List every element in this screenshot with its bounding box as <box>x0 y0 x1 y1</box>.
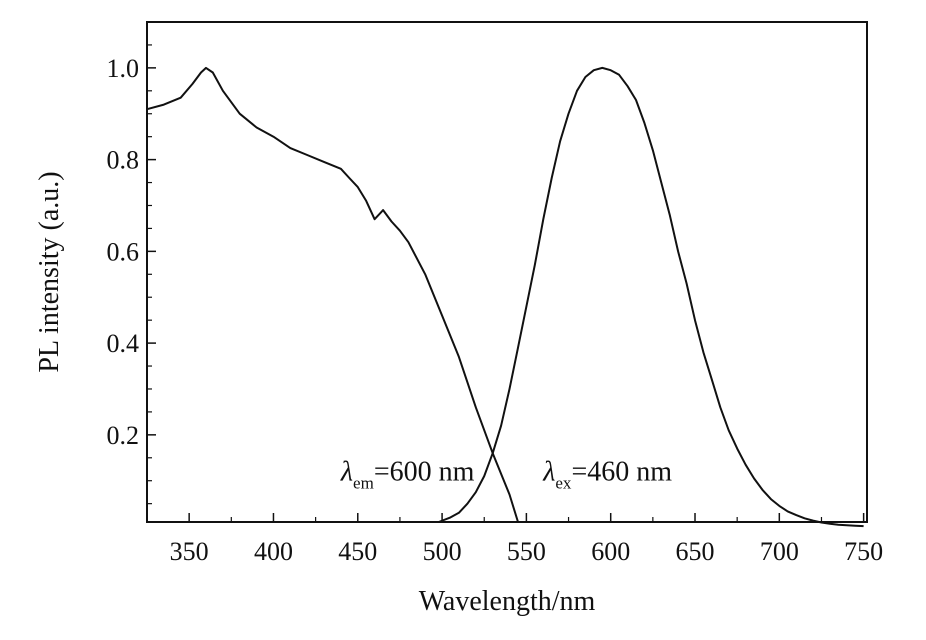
x-tick-label: 550 <box>507 537 546 566</box>
y-tick-label: 0.4 <box>107 329 140 358</box>
plot-frame <box>146 21 868 523</box>
x-tick-label: 750 <box>844 537 883 566</box>
annotation-ex: λex=460 nm <box>542 457 672 493</box>
annotation-em: λem=600 nm <box>340 457 475 493</box>
y-tick-label: 0.8 <box>107 146 140 175</box>
annotations: λem=600 nm λex=460 nm <box>340 457 672 493</box>
y-tick-label: 0.6 <box>107 237 140 266</box>
x-axis-title: Wavelength/nm <box>419 586 596 617</box>
plot-area-border <box>146 21 868 523</box>
x-tick-label: 650 <box>676 537 715 566</box>
series-layer <box>146 66 864 528</box>
x-tick-label: 450 <box>338 537 377 566</box>
x-tick-label: 500 <box>423 537 462 566</box>
x-tick-label: 700 <box>760 537 799 566</box>
y-axis-title: PL intensity (a.u.) <box>34 171 65 372</box>
axis-tick-labels: 350 400 450 500 550 600 650 700 750 0.2 0.4 0.6 0.8 1… <box>107 54 884 566</box>
x-tick-label: 350 <box>170 537 209 566</box>
x-tick-label: 600 <box>591 537 630 566</box>
excitation-spectrum-line <box>146 66 519 523</box>
axis-ticks <box>146 44 865 522</box>
x-tick-label: 400 <box>254 537 293 566</box>
y-tick-label: 1.0 <box>107 54 140 83</box>
y-tick-label: 0.2 <box>107 421 140 450</box>
emission-spectrum-line <box>438 66 864 528</box>
